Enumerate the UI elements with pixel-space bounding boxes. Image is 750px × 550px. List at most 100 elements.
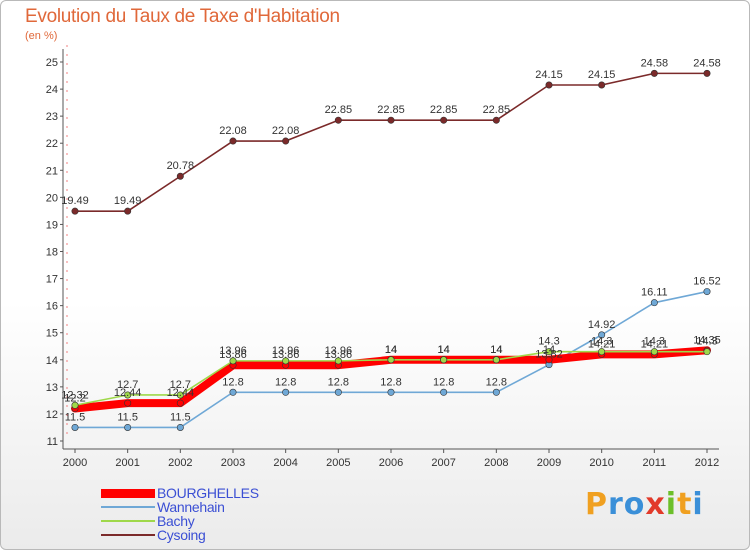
y-tick-label: 19	[46, 219, 58, 231]
data-point-wannehain	[703, 288, 711, 296]
y-tick-label: 18	[46, 247, 58, 259]
data-label-wannehain: 11.5	[65, 411, 86, 423]
data-label-wannehain: 12.8	[433, 376, 454, 388]
data-label-bachy: 14	[490, 344, 502, 356]
series-line-cysoing	[74, 72, 708, 212]
data-label-wannehain: 11.5	[117, 411, 138, 423]
data-point-cysoing	[334, 116, 342, 124]
y-tick-label: 21	[46, 165, 58, 177]
legend-swatch-bachy	[101, 520, 155, 522]
y-tick-label: 25	[46, 57, 58, 69]
data-label-wannehain: 11.5	[170, 411, 191, 423]
data-point-wannehain	[492, 388, 500, 396]
data-label-cysoing: 22.85	[483, 104, 511, 116]
x-tick-label: 2001	[115, 457, 139, 469]
legend-swatch-cysoing	[101, 534, 155, 536]
data-label-bachy: 14.3	[644, 336, 665, 348]
data-label-wannehain: 12.8	[222, 376, 243, 388]
data-label-bourghelles: 14	[490, 344, 502, 356]
data-point-wannehain	[598, 331, 606, 339]
data-label-bourghelles: 14.21	[641, 338, 669, 350]
y-tick-label: 13	[46, 382, 58, 394]
x-tick-label: 2008	[484, 457, 508, 469]
data-label-bourghelles: 14	[385, 344, 397, 356]
logo-letter: t	[677, 487, 693, 522]
data-point-bachy	[334, 357, 342, 365]
x-tick-label: 2004	[273, 457, 297, 469]
x-tick-label: 2009	[537, 457, 561, 469]
logo-letter: P	[585, 487, 608, 522]
data-label-bachy: 12.7	[117, 379, 138, 391]
data-point-bachy	[282, 357, 290, 365]
data-point-bachy	[229, 357, 237, 365]
legend-label-wannehain: Wannehain	[157, 499, 225, 515]
data-label-cysoing: 22.85	[325, 104, 353, 116]
y-tick-label: 22	[46, 138, 58, 150]
data-label-wannehain: 12.8	[380, 376, 401, 388]
data-point-wannehain	[229, 388, 237, 396]
data-label-bourghelles: 14	[543, 344, 555, 356]
data-label-cysoing: 24.15	[588, 69, 616, 81]
data-point-bachy	[492, 356, 500, 364]
data-label-bachy: 12.32	[61, 389, 89, 401]
y-tick-label: 17	[46, 274, 58, 286]
data-label-bachy: 13.96	[272, 345, 300, 357]
y-tick-label: 23	[46, 111, 58, 123]
y-tick-label: 14	[46, 355, 58, 367]
line-chart: 11 12 13 14 15 16 17 18 19 20 21 22 23 24 25 2000 2001 20…	[46, 45, 721, 469]
data-point-wannehain	[71, 423, 79, 431]
data-label-bourghelles: 13.86	[272, 349, 300, 361]
y-tick-label: 15	[46, 328, 58, 340]
x-tick-label: 2003	[221, 457, 245, 469]
data-label-bourghelles: 12.44	[114, 387, 142, 399]
logo-letter: i	[665, 487, 678, 522]
y-tick-label: 16	[46, 301, 58, 313]
legend-swatch-bourghelles	[101, 489, 155, 498]
x-tick-label: 2002	[168, 457, 192, 469]
data-label-bourghelles: 12.44	[167, 387, 195, 399]
data-point-cysoing	[176, 172, 184, 180]
data-label-bourghelles: 12.2	[64, 393, 85, 405]
data-point-cysoing	[650, 69, 658, 77]
legend-swatch-wannehain	[101, 506, 155, 508]
data-point-wannehain	[124, 423, 132, 431]
data-label-cysoing: 22.08	[219, 125, 247, 137]
data-label-wannehain: 12.8	[275, 376, 296, 388]
data-point-wannehain	[176, 423, 184, 431]
data-label-cysoing: 19.49	[114, 195, 142, 207]
data-label-bachy: 14	[438, 344, 450, 356]
x-tick-label: 2011	[643, 457, 667, 469]
data-label-bourghelles: 14.21	[588, 338, 616, 350]
data-label-cysoing: 19.49	[61, 195, 89, 207]
data-label-wannehain: 12.8	[486, 376, 507, 388]
proxiti-logo: Proxiti	[585, 487, 704, 522]
logo-letter: r	[608, 487, 624, 522]
chart-unit-label: (en %)	[25, 30, 58, 42]
data-label-wannehain: 14.92	[588, 319, 616, 331]
data-label-bachy: 13.96	[219, 345, 247, 357]
data-label-bourghelles: 13.86	[325, 349, 353, 361]
data-point-cysoing	[598, 81, 606, 89]
data-label-wannehain: 16.52	[693, 276, 721, 288]
data-point-bachy	[124, 391, 132, 399]
data-label-wannehain: 12.8	[328, 376, 349, 388]
data-label-bourghelles: 14.35	[693, 334, 721, 346]
data-label-bachy: 12.7	[170, 379, 191, 391]
legend-label-bourghelles: BOURGHELLES	[157, 485, 259, 501]
x-tick-label: 2010	[589, 457, 613, 469]
data-point-bachy	[650, 348, 658, 356]
data-label-bachy: 14.3	[591, 336, 612, 348]
logo-letter: x	[645, 487, 666, 522]
data-point-cysoing	[703, 69, 711, 77]
x-tick-label: 2007	[431, 457, 455, 469]
legend-label-cysoing: Cysoing	[157, 527, 206, 543]
data-point-wannehain	[282, 388, 290, 396]
data-label-cysoing: 20.78	[167, 160, 195, 172]
y-tick-label: 20	[46, 192, 58, 204]
data-label-bachy: 14	[385, 344, 397, 356]
data-point-cysoing	[545, 81, 553, 89]
data-point-bachy	[71, 401, 79, 409]
data-point-wannehain	[650, 299, 658, 307]
data-point-cysoing	[440, 116, 448, 124]
